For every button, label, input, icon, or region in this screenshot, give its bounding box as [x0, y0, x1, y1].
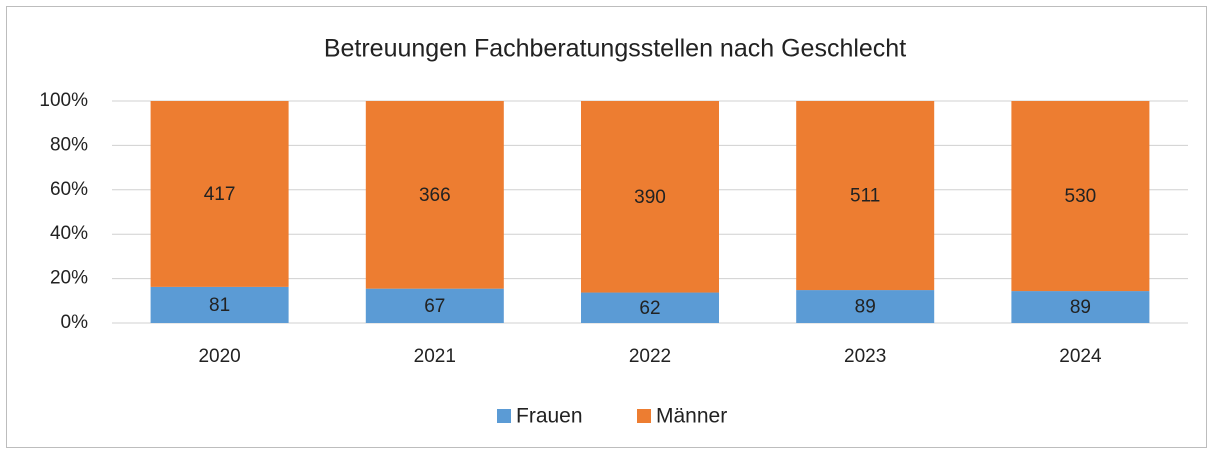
data-label: 530	[1065, 186, 1097, 207]
x-tick-label: 2022	[629, 346, 671, 367]
chart-title: Betreuungen Fachberatungsstellen nach Ge…	[324, 35, 906, 63]
bar-segment	[1011, 101, 1150, 292]
x-tick-label: 2023	[844, 346, 886, 367]
data-label: 89	[855, 297, 876, 318]
bar-segment	[1011, 291, 1150, 323]
y-tick-label: 20%	[50, 268, 88, 289]
data-label: 62	[639, 298, 660, 319]
data-label: 89	[1070, 297, 1091, 318]
y-tick-label: 60%	[50, 179, 88, 200]
x-tick-label: 2021	[414, 346, 456, 367]
bar-segment	[365, 288, 504, 323]
y-tick-label: 100%	[39, 90, 88, 111]
data-label: 67	[424, 296, 445, 317]
legend-swatch	[497, 409, 511, 423]
legend-label: Frauen	[516, 405, 583, 428]
data-label: 390	[634, 187, 666, 208]
bar-segment	[150, 101, 289, 287]
bar-segment	[581, 292, 719, 323]
bar-segment	[796, 101, 935, 291]
bar-segment	[581, 101, 719, 293]
data-label: 81	[209, 295, 230, 316]
legend-swatch	[637, 409, 651, 423]
data-label: 511	[850, 186, 880, 207]
data-label: 417	[204, 184, 236, 205]
bar-segment	[365, 101, 504, 289]
legend-label: Männer	[656, 405, 727, 428]
y-tick-label: 80%	[50, 134, 88, 155]
bar-segment	[150, 286, 289, 323]
y-tick-label: 0%	[61, 312, 89, 333]
x-tick-label: 2024	[1059, 346, 1102, 367]
y-tick-label: 40%	[50, 223, 88, 244]
data-label: 366	[419, 185, 451, 206]
bar-segment	[796, 290, 935, 323]
x-tick-label: 2020	[198, 346, 240, 367]
